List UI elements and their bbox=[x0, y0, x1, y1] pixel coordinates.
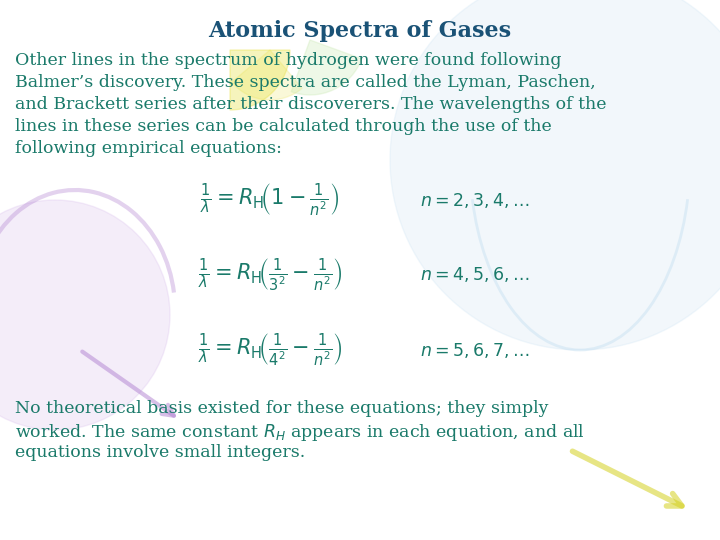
Circle shape bbox=[390, 0, 720, 350]
Text: Atomic Spectra of Gases: Atomic Spectra of Gases bbox=[208, 20, 512, 42]
Text: lines in these series can be calculated through the use of the: lines in these series can be calculated … bbox=[15, 118, 552, 135]
Text: $\frac{1}{\lambda} = R_{\rm H}\!\left(1 - \frac{1}{n^2}\right)$: $\frac{1}{\lambda} = R_{\rm H}\!\left(1 … bbox=[200, 182, 340, 218]
Text: $n = 5, 6, 7, \ldots$: $n = 5, 6, 7, \ldots$ bbox=[420, 341, 529, 360]
Circle shape bbox=[0, 200, 170, 430]
Text: $\frac{1}{\lambda} = R_{\rm H}\!\left(\frac{1}{3^2} - \frac{1}{n^2}\right)$: $\frac{1}{\lambda} = R_{\rm H}\!\left(\f… bbox=[197, 256, 343, 293]
Text: No theoretical basis existed for these equations; they simply: No theoretical basis existed for these e… bbox=[15, 400, 549, 417]
Text: Balmer’s discovery. These spectra are called the Lyman, Paschen,: Balmer’s discovery. These spectra are ca… bbox=[15, 74, 595, 91]
Text: $n = 2, 3, 4, \ldots$: $n = 2, 3, 4, \ldots$ bbox=[420, 191, 529, 210]
Text: worked. The same constant $R_H$ appears in each equation, and all: worked. The same constant $R_H$ appears … bbox=[15, 422, 585, 443]
Text: Other lines in the spectrum of hydrogen were found following: Other lines in the spectrum of hydrogen … bbox=[15, 52, 562, 69]
Wedge shape bbox=[230, 50, 290, 110]
Text: following empirical equations:: following empirical equations: bbox=[15, 140, 282, 157]
Text: equations involve small integers.: equations involve small integers. bbox=[15, 444, 305, 461]
Wedge shape bbox=[291, 40, 361, 95]
Wedge shape bbox=[232, 50, 302, 100]
Text: $n = 4, 5, 6, \ldots$: $n = 4, 5, 6, \ldots$ bbox=[420, 266, 529, 285]
Text: $\frac{1}{\lambda} = R_{\rm H}\!\left(\frac{1}{4^2} - \frac{1}{n^2}\right)$: $\frac{1}{\lambda} = R_{\rm H}\!\left(\f… bbox=[197, 332, 343, 368]
Text: and Brackett series after their discoverers. The wavelengths of the: and Brackett series after their discover… bbox=[15, 96, 606, 113]
